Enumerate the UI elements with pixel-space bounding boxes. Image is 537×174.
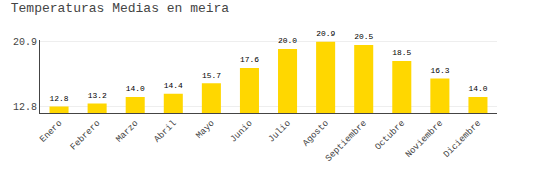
svg-text:Enero: Enero (38, 119, 64, 145)
svg-text:Septiembre: Septiembre (324, 119, 369, 164)
svg-text:17.6: 17.6 (240, 55, 259, 64)
svg-text:Junio: Junio (229, 119, 255, 145)
svg-text:12.8: 12.8 (50, 94, 69, 103)
svg-text:Diciembre: Diciembre (442, 119, 483, 160)
svg-text:20.9: 20.9 (13, 37, 37, 48)
svg-text:16.3: 16.3 (430, 66, 449, 75)
svg-text:13.2: 13.2 (88, 91, 107, 100)
svg-text:Noviembre: Noviembre (404, 119, 445, 160)
svg-text:12.8: 12.8 (13, 102, 37, 113)
svg-text:Agosto: Agosto (301, 119, 331, 149)
svg-text:Marzo: Marzo (114, 119, 140, 145)
svg-text:Temperaturas Medias en meira: Temperaturas Medias en meira (11, 1, 230, 16)
svg-text:20.5: 20.5 (354, 32, 373, 41)
svg-text:14.4: 14.4 (164, 81, 183, 90)
svg-text:14.0: 14.0 (126, 84, 145, 93)
svg-text:14.0: 14.0 (468, 84, 487, 93)
svg-text:15.7: 15.7 (202, 71, 221, 80)
svg-text:Mayo: Mayo (194, 119, 216, 141)
svg-text:Febrero: Febrero (69, 119, 103, 153)
svg-text:20.9: 20.9 (316, 29, 335, 38)
svg-text:18.5: 18.5 (392, 48, 411, 57)
svg-text:20.0: 20.0 (278, 36, 297, 45)
svg-text:Abril: Abril (152, 119, 178, 145)
svg-text:Julio: Julio (267, 119, 293, 145)
svg-text:Octubre: Octubre (373, 119, 407, 153)
